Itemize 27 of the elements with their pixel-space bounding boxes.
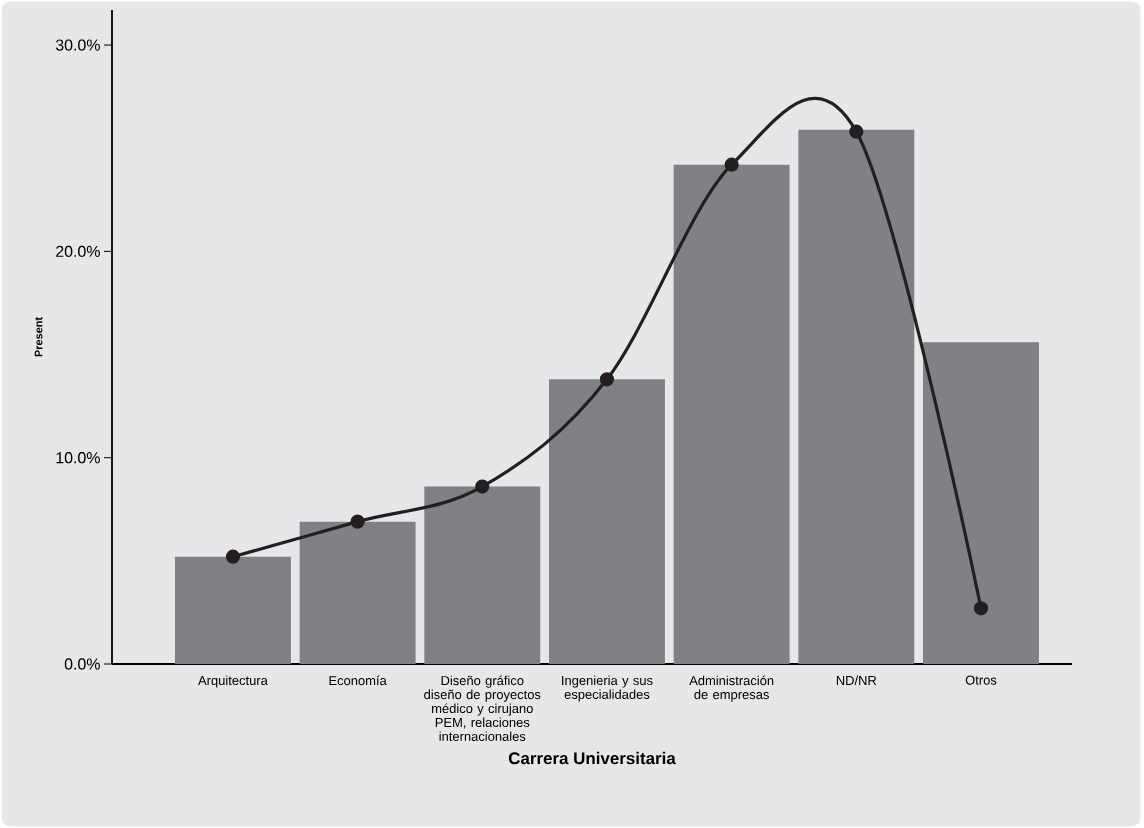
y-tick-label: 30.0% — [55, 39, 100, 51]
x-axis-title: Carrera Universitaria — [508, 751, 676, 765]
bar — [424, 486, 541, 664]
bar — [299, 521, 416, 664]
point — [225, 549, 241, 564]
bar — [174, 556, 291, 664]
x-tick-label: Diseño gráfico diseño de proyectos médico y cirujano PEM, relaciones internacionales — [424, 675, 541, 741]
x-tick-label: ND/NR — [836, 675, 877, 686]
y-axis-title: Present — [34, 317, 43, 357]
bar — [923, 342, 1039, 664]
point — [724, 157, 739, 172]
x-tick-label: Economía — [329, 675, 387, 686]
point — [849, 124, 864, 139]
y-tick-label: 20.0% — [56, 245, 100, 258]
y-tick-label: 0.0% — [64, 658, 100, 670]
x-tick-label: Ingenieria y sus especialidades — [562, 675, 653, 702]
x-tick-label: Otros — [965, 675, 997, 685]
x-tick-label: Administración de empresas — [689, 675, 774, 702]
point — [599, 372, 615, 387]
point — [973, 601, 989, 616]
point — [350, 514, 365, 529]
bar — [798, 129, 915, 664]
point — [475, 479, 490, 494]
y-tick-label: 10.0% — [56, 452, 100, 464]
bar — [548, 379, 665, 664]
bar — [673, 164, 790, 664]
x-tick-label: Arquitectura — [198, 675, 268, 688]
